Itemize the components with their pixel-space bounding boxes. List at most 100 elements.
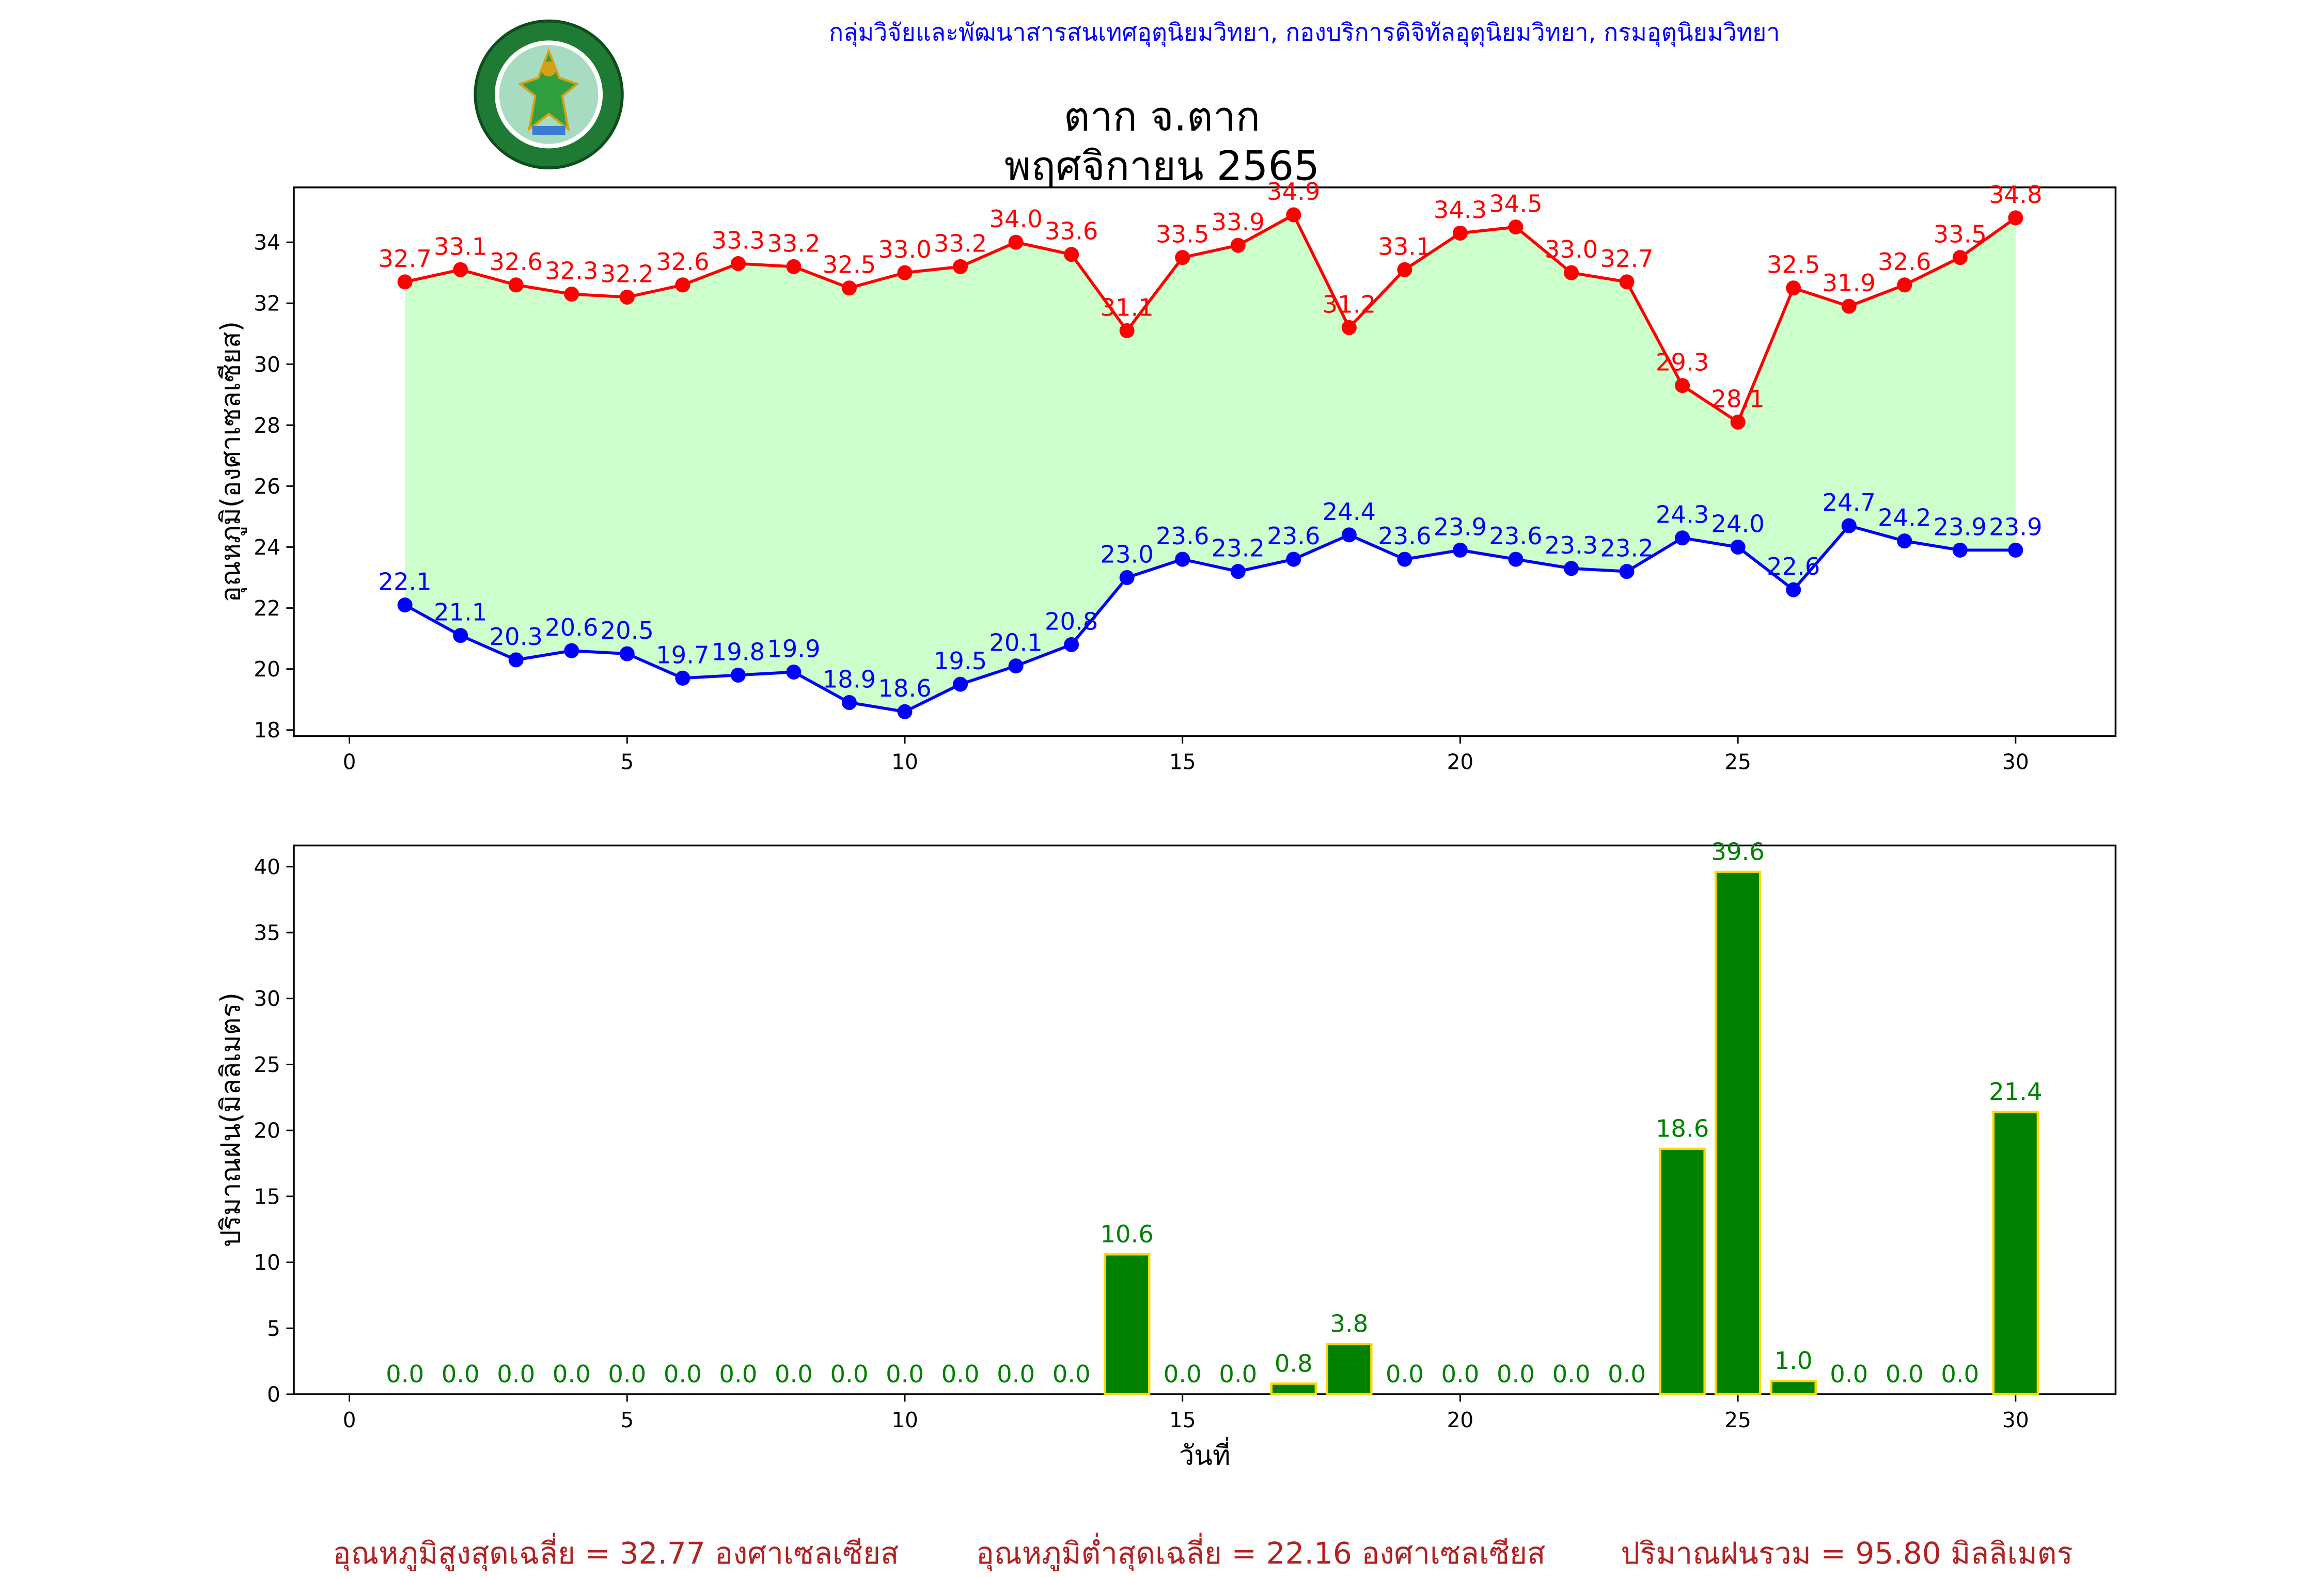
min-temp-label: 19.9 (767, 635, 820, 663)
max-temp-label: 28.1 (1711, 385, 1764, 413)
rain-value-label: 0.0 (1219, 1360, 1257, 1388)
min-temp-point (1397, 551, 1412, 567)
max-temp-point (1508, 219, 1524, 235)
max-temp-label: 34.8 (1989, 181, 2042, 209)
min-temp-label: 20.6 (545, 613, 598, 641)
max-temp-point (675, 277, 690, 293)
rain-value-label: 1.0 (1775, 1347, 1813, 1375)
rain-value-label: 39.6 (1711, 838, 1764, 865)
max-temp-point (1119, 323, 1135, 338)
rain-value-label: 18.6 (1656, 1115, 1709, 1143)
rain-value-label: 0.0 (1164, 1360, 1202, 1388)
department-seal-icon (474, 19, 624, 170)
y-tick-label: 24 (254, 535, 280, 560)
min-temp-point (1730, 539, 1746, 555)
min-temp-point (1341, 527, 1357, 543)
max-temp-label: 33.1 (434, 232, 487, 260)
max-temp-point (564, 286, 579, 302)
rain-bar (1326, 1343, 1373, 1396)
rain-value-label: 10.6 (1100, 1220, 1153, 1248)
min-temp-label: 22.6 (1767, 553, 1820, 580)
max-temp-label: 33.6 (1045, 217, 1098, 245)
min-temp-point (1786, 582, 1801, 597)
y-tick-label: 15 (254, 1184, 280, 1209)
max-temp-point (1841, 298, 1857, 314)
x-tick-label: 0 (343, 1408, 356, 1432)
min-temp-line (404, 524, 2016, 714)
y-tick-label: 25 (254, 1052, 280, 1077)
rain-value-label: 21.4 (1989, 1078, 2042, 1106)
x-tick-label: 25 (1724, 1408, 1751, 1432)
min-temp-label: 24.0 (1711, 510, 1764, 538)
min-temp-point (619, 646, 635, 661)
min-temp-label: 24.2 (1878, 504, 1931, 532)
rain-value-label: 0.0 (1441, 1360, 1479, 1388)
min-temp-point (675, 670, 690, 686)
min-temp-point (1675, 530, 1690, 546)
max-temp-label: 34.3 (1434, 196, 1487, 224)
max-temp-label: 33.0 (878, 235, 931, 263)
min-temp-point (564, 643, 579, 658)
max-temp-label: 33.0 (1545, 235, 1598, 263)
max-temp-label: 34.5 (1489, 190, 1542, 218)
min-temp-point (953, 676, 968, 692)
min-temp-point (1230, 564, 1246, 579)
rainfall-chart: 0 5 10 15 20 25 30 0 5 10 15 20 25 30 35 40 0.0 0.0 0.0 0.0… (216, 838, 2117, 1471)
min-temp-label: 23.2 (1212, 534, 1265, 562)
min-temp-label: 23.3 (1545, 531, 1598, 559)
max-temp-point (730, 256, 746, 271)
x-tick-label: 5 (620, 749, 634, 774)
rain-value-label: 0.8 (1275, 1349, 1313, 1377)
min-temp-label: 19.7 (656, 641, 709, 669)
min-temp-label: 20.8 (1045, 607, 1098, 635)
min-temp-label: 24.3 (1656, 501, 1709, 529)
max-temp-label: 32.5 (823, 251, 876, 279)
min-temp-point (1286, 551, 1301, 567)
max-temp-label: 34.0 (989, 205, 1042, 233)
min-temp-label: 18.9 (823, 666, 876, 693)
min-temp-point (1508, 551, 1524, 567)
y-tick-label: 30 (254, 352, 280, 377)
min-temp-label: 19.5 (934, 647, 987, 675)
y-tick-label: 34 (254, 230, 280, 255)
y-tick-label: 28 (254, 413, 280, 438)
min-temp-label: 23.0 (1100, 540, 1153, 568)
rain-value-label: 0.0 (664, 1360, 702, 1388)
rain-value-label: 0.0 (1497, 1360, 1535, 1388)
min-temp-label: 23.2 (1600, 534, 1653, 562)
min-temp-label: 20.3 (489, 623, 542, 651)
max-temp-label: 33.3 (712, 226, 765, 254)
plot-frame (293, 186, 2117, 737)
y-tick-label: 30 (254, 986, 280, 1011)
rain-value-label: 0.0 (553, 1360, 591, 1388)
min-temp-point (1064, 637, 1079, 652)
y-axis-label: ปริมาณฝน(มิลลิเมตร) (216, 992, 247, 1247)
max-temp-point (619, 289, 635, 305)
max-temp-label: 33.2 (767, 229, 820, 257)
max-temp-point (1341, 320, 1357, 335)
min-temp-label: 23.9 (1434, 513, 1487, 541)
max-temp-label: 32.7 (1600, 245, 1653, 273)
rain-value-label: 0.0 (775, 1360, 813, 1388)
min-temp-label: 24.4 (1323, 498, 1376, 526)
min-temp-point (397, 597, 413, 613)
rain-value-label: 0.0 (1941, 1360, 1979, 1388)
y-tick-label: 40 (254, 855, 280, 879)
min-temp-point (1452, 542, 1468, 558)
y-tick-label: 26 (254, 474, 280, 499)
rain-value-label: 0.0 (1886, 1360, 1924, 1388)
max-temp-point (1619, 274, 1635, 290)
max-temp-point (1230, 238, 1246, 253)
rain-bar (1103, 1253, 1151, 1396)
x-tick-label: 10 (891, 1408, 918, 1432)
temperature-range-fill (405, 215, 2016, 712)
max-temp-point (1952, 250, 1968, 265)
max-temp-point (786, 259, 802, 274)
min-temp-label: 23.6 (1267, 522, 1320, 550)
y-tick-label: 22 (254, 596, 280, 621)
min-temp-point (841, 695, 857, 711)
min-temp-point (453, 628, 468, 643)
rain-value-label: 0.0 (719, 1360, 757, 1388)
